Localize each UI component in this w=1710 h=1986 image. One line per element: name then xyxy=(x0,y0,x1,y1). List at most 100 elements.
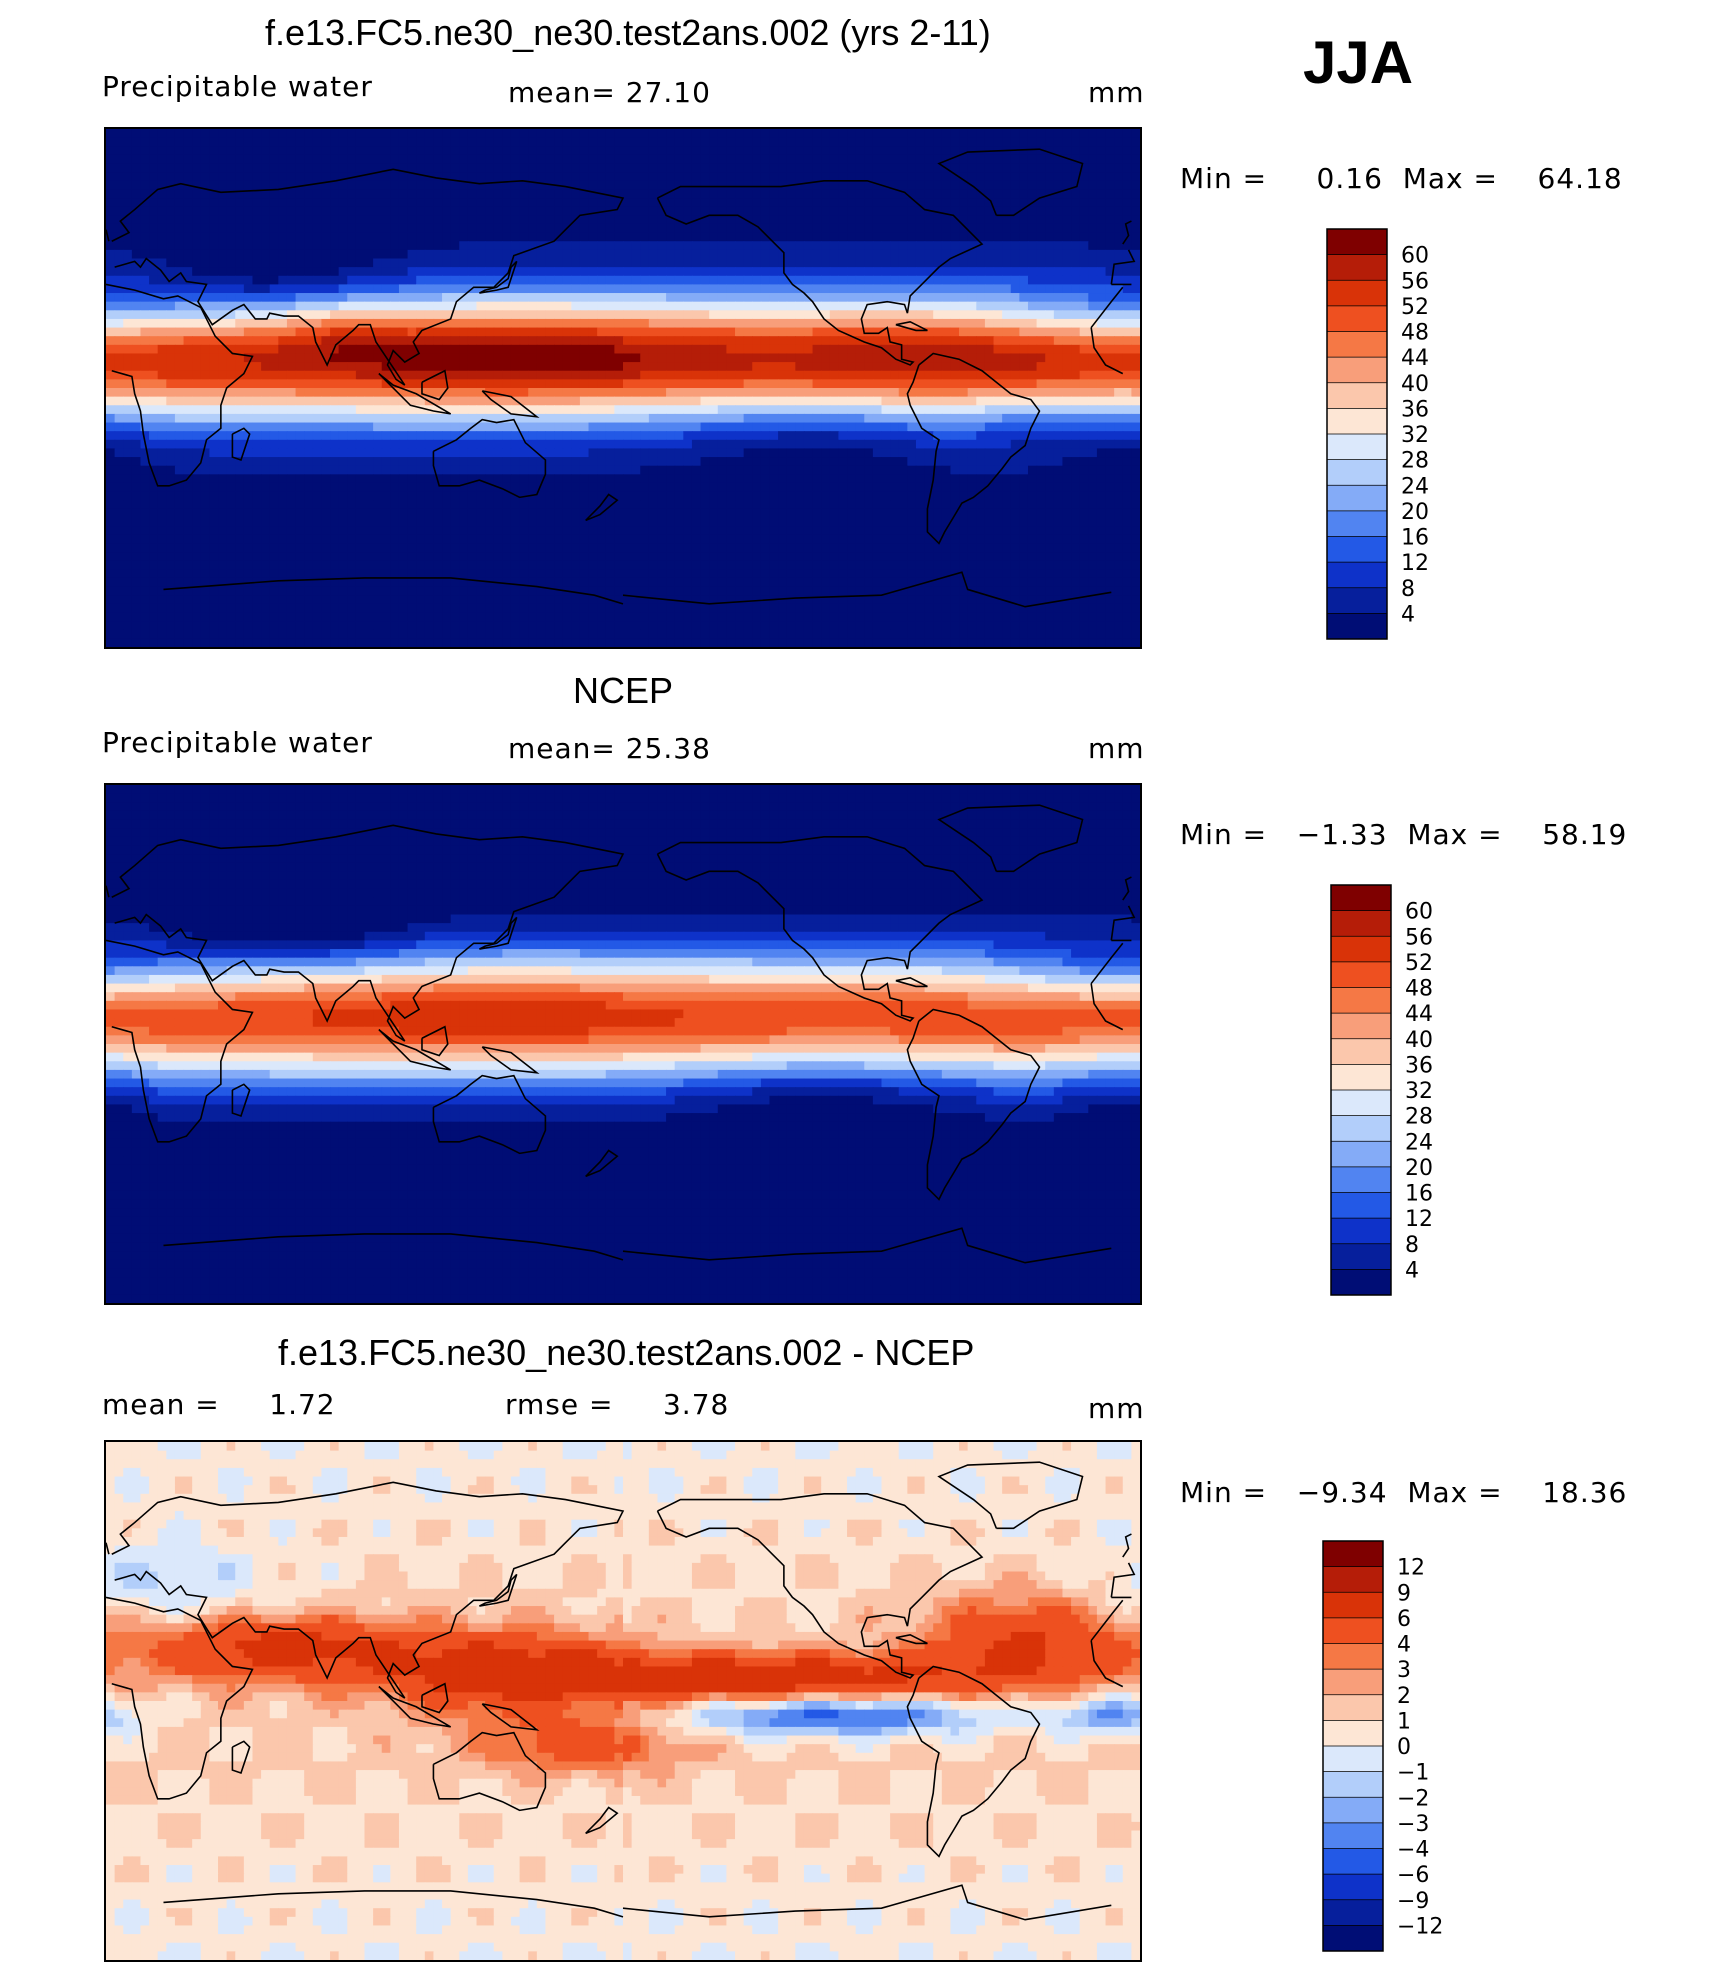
map-cell xyxy=(373,448,383,458)
map-cell xyxy=(373,362,383,372)
map-cell xyxy=(226,344,236,355)
map-cell xyxy=(933,172,943,182)
map-cell xyxy=(1114,310,1124,320)
map-cell xyxy=(1053,137,1064,147)
map-cell xyxy=(648,180,659,191)
map-cell xyxy=(760,198,771,208)
map-cell xyxy=(1036,465,1046,475)
map-cell xyxy=(1079,241,1089,251)
map-cell xyxy=(984,465,995,475)
map-cell xyxy=(1062,327,1072,337)
map-cell xyxy=(1027,241,1038,251)
map-cell xyxy=(1045,223,1055,234)
map-cell xyxy=(1027,439,1038,450)
map-cell xyxy=(390,362,400,372)
map-cell xyxy=(536,413,547,424)
map-cell xyxy=(691,232,702,242)
map-cell xyxy=(735,344,745,355)
map-cell xyxy=(950,275,960,285)
map-cell xyxy=(838,431,848,441)
map-cell xyxy=(674,422,684,432)
map-cell xyxy=(898,388,908,398)
map-cell xyxy=(700,293,710,303)
map-cell xyxy=(502,232,512,242)
map-cell xyxy=(571,336,581,346)
map-cell xyxy=(467,232,478,242)
map-cell xyxy=(821,336,831,346)
map-cell xyxy=(330,396,340,406)
map-cell xyxy=(338,258,348,268)
map-cell xyxy=(1062,129,1072,139)
map-cell xyxy=(778,344,788,355)
map-cell xyxy=(243,396,254,406)
map-cell xyxy=(459,310,469,320)
map-cell xyxy=(674,379,684,389)
map-cell xyxy=(829,189,840,199)
map-cell xyxy=(269,318,279,329)
map-cell xyxy=(838,396,848,406)
map-cell xyxy=(114,422,124,432)
map-cell xyxy=(976,163,986,173)
map-cell xyxy=(1062,396,1072,406)
map-cell xyxy=(1131,275,1140,285)
map-cell xyxy=(683,353,693,363)
map-cell xyxy=(114,465,124,475)
map-cell xyxy=(261,198,271,208)
map-cell xyxy=(1122,336,1132,346)
map-cell xyxy=(933,293,943,303)
map-cell xyxy=(950,405,960,415)
map-cell xyxy=(700,154,710,165)
map-cell xyxy=(1114,344,1124,355)
map-cell xyxy=(381,413,391,424)
map-cell xyxy=(915,396,926,406)
map-cell xyxy=(278,241,288,251)
map-cell xyxy=(803,362,814,372)
map-cell xyxy=(183,353,193,363)
map-cell xyxy=(821,379,831,389)
map-cell xyxy=(390,318,400,329)
map-cell xyxy=(381,474,391,484)
map-cell xyxy=(321,198,331,208)
map-cell xyxy=(631,482,641,493)
map-cell xyxy=(674,215,684,225)
map-cell xyxy=(218,336,228,346)
map-cell xyxy=(864,465,874,475)
map-cell xyxy=(528,327,538,337)
map-cell xyxy=(984,388,995,398)
map-cell xyxy=(450,258,460,268)
map-cell xyxy=(502,379,512,389)
map-cell xyxy=(1010,431,1020,441)
map-cell xyxy=(295,388,305,398)
map-cell xyxy=(510,310,521,320)
map-cell xyxy=(614,431,624,441)
map-cell xyxy=(890,232,900,242)
map-cell xyxy=(166,223,176,234)
map-cell xyxy=(959,301,969,311)
map-cell xyxy=(510,405,521,415)
map-cell xyxy=(640,336,650,346)
map-cell xyxy=(1088,353,1098,363)
map-cell xyxy=(597,180,607,191)
map-cell xyxy=(286,198,297,208)
map-cell xyxy=(433,163,443,173)
map-cell xyxy=(433,327,443,337)
map-cell xyxy=(442,163,452,173)
map-cell xyxy=(304,198,314,208)
map-cell xyxy=(898,405,908,415)
map-cell xyxy=(1027,465,1038,475)
map-cell xyxy=(218,172,228,182)
map-cell xyxy=(347,388,357,398)
map-cell xyxy=(1071,336,1081,346)
map-cell xyxy=(510,336,521,346)
map-cell xyxy=(872,474,883,484)
map-cell xyxy=(131,293,142,303)
map-cell xyxy=(648,370,659,380)
map-cell xyxy=(330,275,340,285)
map-cell xyxy=(243,405,254,415)
map-cell xyxy=(915,448,926,458)
map-cell xyxy=(485,362,495,372)
map-cell xyxy=(1088,267,1098,277)
map-cell xyxy=(640,154,650,165)
map-cell xyxy=(1071,431,1081,441)
map-cell xyxy=(493,301,503,311)
